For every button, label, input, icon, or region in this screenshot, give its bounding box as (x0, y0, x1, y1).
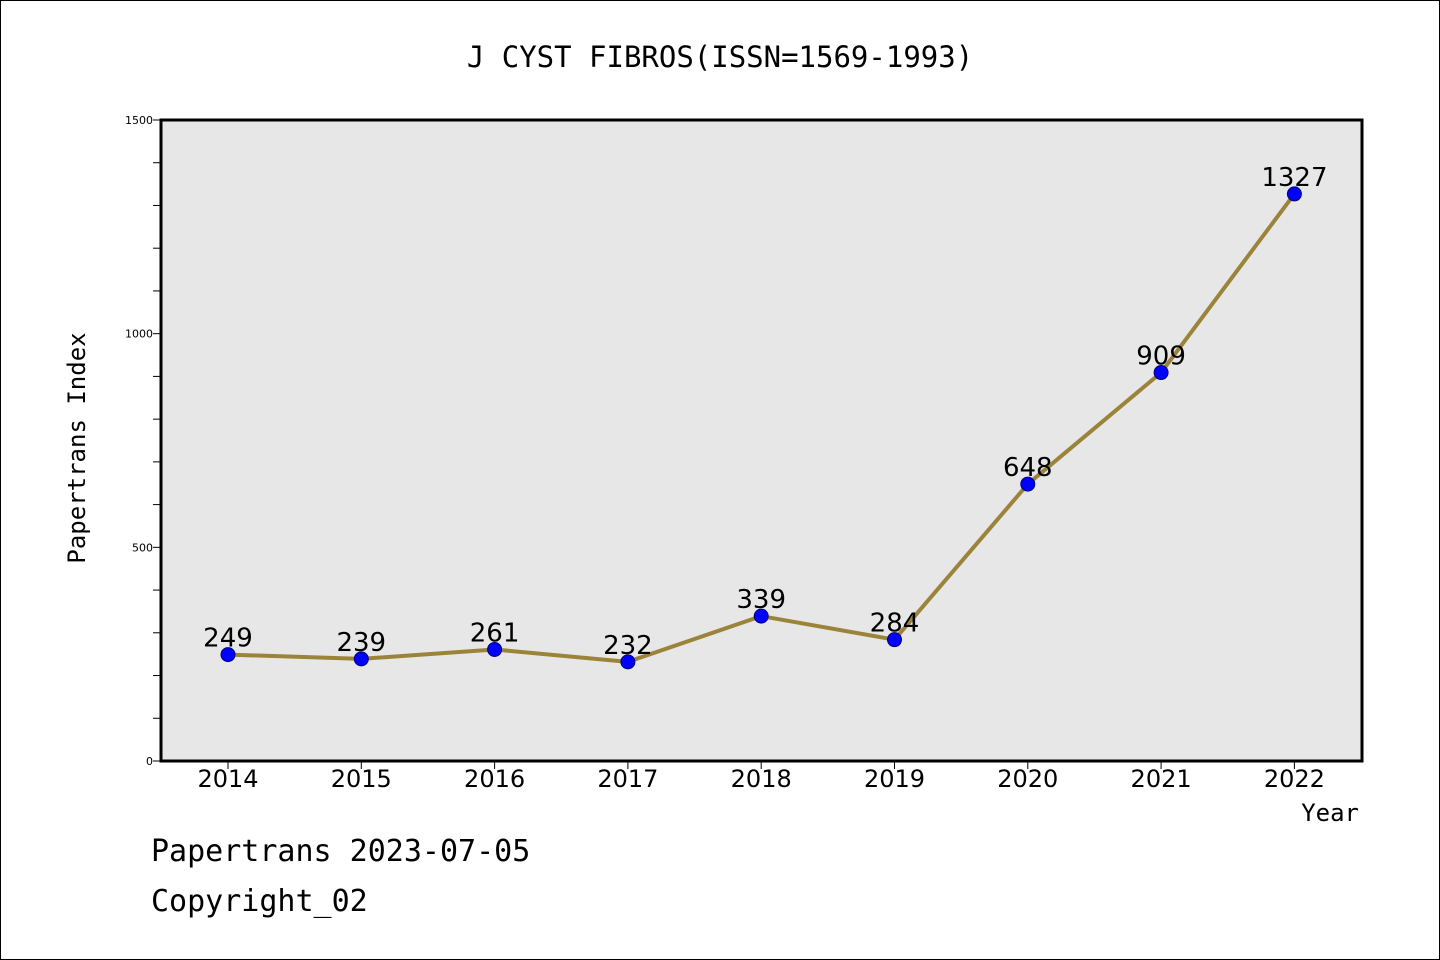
x-tick-label: 2017 (597, 765, 658, 793)
data-point (353, 651, 369, 667)
data-point (1286, 186, 1302, 202)
x-tick-label: 2019 (864, 765, 925, 793)
data-point (487, 641, 503, 657)
series-group: 249 239 261 232 339 284 648 909 1327 (203, 163, 1327, 670)
data-point (1020, 476, 1036, 492)
x-tick-label: 2021 (1131, 765, 1192, 793)
data-label: 261 (470, 618, 520, 648)
data-point (887, 632, 902, 648)
y-axis-ticks: 0 500 1000 1500 (125, 114, 161, 768)
x-tick-label: 2016 (464, 765, 525, 793)
y-tick-label: 0 (146, 755, 153, 768)
data-label: 284 (870, 609, 920, 639)
footer-date: Papertrans 2023-07-05 (151, 834, 531, 869)
data-point (1153, 365, 1169, 381)
footer-copyright: Copyright_02 (151, 884, 368, 919)
x-tick-label: 2015 (331, 765, 392, 793)
y-tick-label: 1000 (125, 328, 153, 341)
x-axis-ticks: 2014 2015 2016 2017 2018 2019 2020 2021 2022 (197, 761, 1325, 793)
data-label: 909 (1136, 342, 1186, 372)
data-label: 232 (603, 631, 653, 661)
x-tick-label: 2022 (1264, 765, 1325, 793)
y-tick-label: 1500 (125, 114, 153, 127)
x-axis-label: Year (1301, 799, 1359, 827)
data-point (753, 608, 769, 624)
x-tick-label: 2014 (197, 765, 258, 793)
data-label: 339 (736, 585, 786, 615)
data-label: 249 (203, 624, 253, 654)
y-axis-label: Papertrans Index (63, 332, 91, 563)
y-tick-label: 500 (132, 541, 153, 554)
x-tick-label: 2018 (731, 765, 792, 793)
data-label: 648 (1003, 453, 1053, 483)
data-point (220, 647, 236, 663)
data-label: 239 (336, 628, 386, 658)
data-point (620, 654, 636, 670)
chart-title: J CYST FIBROS(ISSN=1569-1993) (467, 40, 973, 74)
plot-area (159, 118, 1364, 763)
data-label: 1327 (1261, 163, 1327, 193)
x-tick-label: 2020 (997, 765, 1058, 793)
